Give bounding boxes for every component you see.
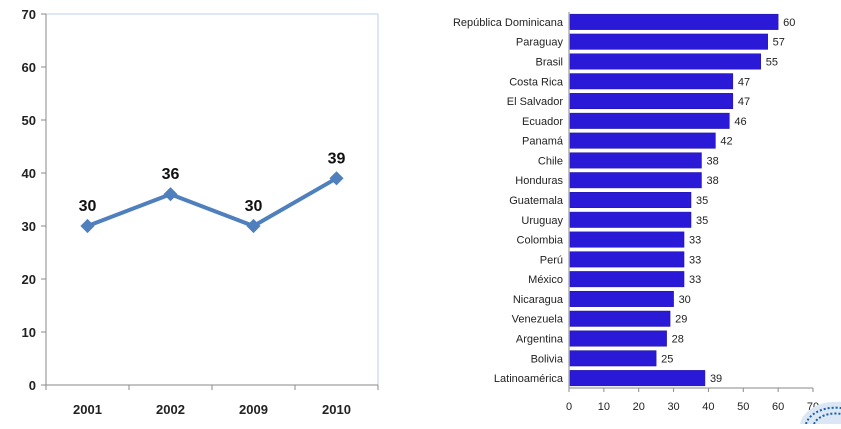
- data-label: 28: [672, 334, 684, 346]
- bar: [569, 192, 692, 208]
- data-label: 35: [696, 215, 708, 227]
- data-label: 42: [720, 136, 732, 148]
- data-point-marker: [80, 218, 95, 234]
- data-label: 38: [706, 175, 718, 187]
- category-label: Venezuela: [512, 314, 564, 326]
- category-label: Panamá: [522, 136, 564, 148]
- y-tick-label: 30: [22, 219, 36, 234]
- category-label: Ecuador: [522, 116, 563, 128]
- bar: [569, 152, 702, 169]
- x-tick-label: 30: [667, 401, 679, 413]
- data-label: 46: [734, 116, 746, 128]
- data-label: 30: [679, 294, 691, 306]
- data-point-marker: [246, 218, 261, 234]
- data-label: 38: [706, 155, 718, 167]
- category-label: México: [528, 274, 563, 286]
- bar: [569, 251, 685, 268]
- data-label: 55: [766, 56, 778, 68]
- bar: [569, 132, 716, 149]
- bar: [569, 290, 674, 307]
- x-tick-label: 60: [772, 401, 784, 413]
- category-label: Chile: [538, 155, 563, 167]
- bar: [569, 370, 706, 387]
- data-label: 29: [675, 314, 687, 326]
- x-tick-label: 2009: [239, 402, 268, 417]
- category-label: República Dominicana: [453, 17, 564, 29]
- bar: [569, 13, 779, 30]
- data-label: 39: [710, 373, 722, 385]
- bar: [569, 53, 761, 70]
- bar: [569, 231, 685, 248]
- y-tick-label: 50: [22, 113, 36, 128]
- series-line: [86, 176, 338, 228]
- bar: [569, 330, 667, 347]
- bar: [569, 172, 702, 189]
- x-tick-label: 50: [737, 401, 749, 413]
- category-label: Argentina: [516, 334, 564, 346]
- y-tick-label: 40: [22, 166, 36, 181]
- x-tick-label: 20: [633, 401, 645, 413]
- data-point-marker: [329, 171, 344, 186]
- data-label: 33: [689, 254, 701, 266]
- category-label: Uruguay: [521, 215, 563, 227]
- bar: [569, 310, 671, 327]
- category-label: El Salvador: [507, 96, 564, 108]
- bar: [569, 350, 657, 367]
- y-tick-label: 70: [22, 7, 36, 22]
- data-label: 60: [783, 17, 795, 29]
- bar: [569, 33, 768, 50]
- bar: [569, 112, 730, 129]
- data-label: 30: [79, 198, 97, 215]
- data-label: 30: [245, 198, 263, 215]
- category-label: Colombia: [517, 235, 564, 247]
- category-label: Guatemala: [509, 195, 564, 207]
- data-label: 36: [162, 166, 180, 183]
- x-tick-label: 2002: [156, 402, 185, 417]
- category-label: Bolivia: [531, 353, 564, 365]
- y-tick-label: 10: [22, 325, 36, 340]
- data-point-marker: [163, 187, 178, 202]
- y-tick-label: 20: [22, 272, 36, 287]
- data-label: 57: [773, 37, 785, 49]
- bar: [569, 271, 685, 288]
- y-tick-label: 60: [22, 60, 36, 75]
- category-label: Brasil: [535, 56, 563, 68]
- data-label: 33: [689, 235, 701, 247]
- data-label: 25: [661, 353, 673, 365]
- data-label: 39: [328, 150, 346, 167]
- data-label: 47: [738, 76, 750, 88]
- category-label: Honduras: [515, 175, 563, 187]
- y-tick-label: 0: [29, 378, 36, 393]
- category-label: Nicaragua: [513, 294, 564, 306]
- category-label: Perú: [540, 254, 563, 266]
- x-tick-label: 2001: [73, 402, 102, 417]
- x-tick-label: 40: [702, 401, 714, 413]
- x-tick-label: 0: [566, 401, 572, 413]
- x-tick-label: 10: [598, 401, 610, 413]
- category-label: Latinoamérica: [494, 373, 564, 385]
- data-label: 33: [689, 274, 701, 286]
- bar: [569, 93, 734, 110]
- bar: [569, 211, 692, 228]
- x-tick-label: 2010: [322, 402, 351, 417]
- data-label: 47: [738, 96, 750, 108]
- category-label: Paraguay: [516, 37, 564, 49]
- line-chart: 0 10 20 30 40 50 60 70 2001 2002 2009 2010 30 36 30 39: [22, 7, 379, 417]
- bar: [569, 73, 734, 90]
- data-label: 35: [696, 195, 708, 207]
- corner-logo: [800, 401, 841, 425]
- category-label: Costa Rica: [509, 76, 564, 88]
